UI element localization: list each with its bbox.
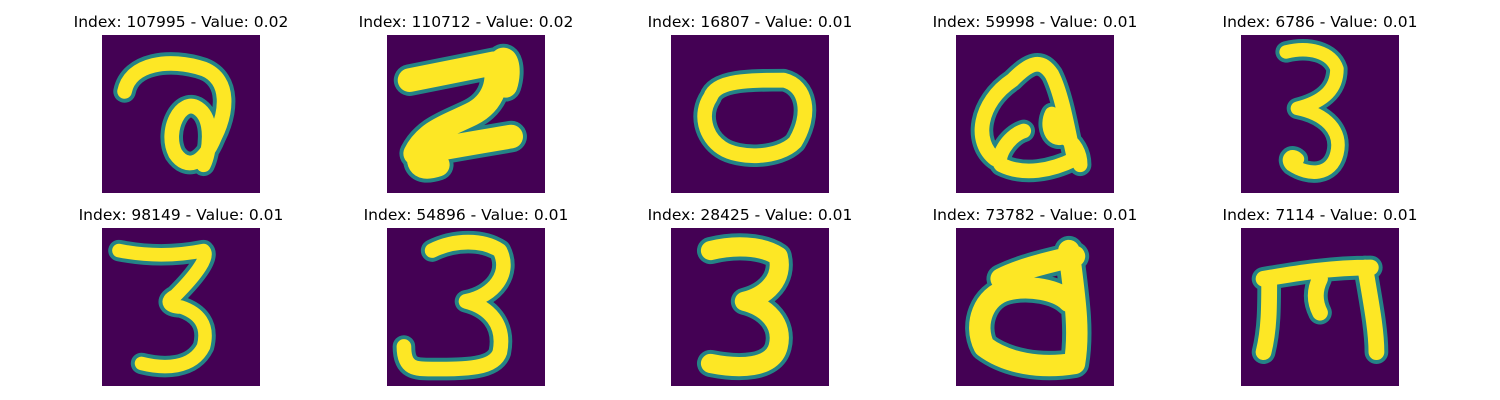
panel-title: Index: 98149 - Value: 0.01: [78, 206, 284, 224]
digit-image: [956, 35, 1114, 193]
stroke-core: [974, 57, 1088, 179]
digit-panel: Index: 59998 - Value: 0.01: [933, 13, 1137, 193]
digit-panel: Index: 73782 - Value: 0.01: [933, 206, 1137, 386]
stroke-core: [697, 72, 813, 163]
stroke-core: [396, 234, 511, 377]
stroke-core: [969, 239, 1088, 377]
digit-image: [671, 35, 829, 193]
digit-image: [1241, 35, 1399, 193]
panel-title: Index: 107995 - Value: 0.02: [73, 13, 289, 31]
stroke-core: [117, 56, 232, 173]
digit-image: [387, 228, 545, 386]
panel-title: Index: 28425 - Value: 0.01: [647, 206, 853, 224]
stroke-core: [397, 47, 523, 179]
digit-panel: Index: 7114 - Value: 0.01: [1223, 206, 1417, 386]
panel-title: Index: 16807 - Value: 0.01: [647, 13, 853, 31]
digit-panel: Index: 28425 - Value: 0.01: [648, 206, 852, 386]
panel-title: Index: 6786 - Value: 0.01: [1222, 13, 1418, 31]
digit-image: [671, 228, 829, 386]
stroke-core: [1255, 259, 1385, 361]
stroke-core: [700, 237, 789, 377]
digit-image: [1241, 228, 1399, 386]
digit-image: [102, 35, 260, 193]
digit-panel: Index: 16807 - Value: 0.01: [648, 13, 852, 193]
digit-panel: Index: 107995 - Value: 0.02: [74, 13, 288, 193]
panel-title: Index: 110712 - Value: 0.02: [358, 13, 574, 31]
digit-image: [387, 35, 545, 193]
panel-title: Index: 7114 - Value: 0.01: [1222, 206, 1418, 224]
panel-title: Index: 59998 - Value: 0.01: [932, 13, 1138, 31]
digit-panel: Index: 54896 - Value: 0.01: [364, 206, 568, 386]
panel-title: Index: 54896 - Value: 0.01: [363, 206, 569, 224]
digit-image: [956, 228, 1114, 386]
stroke-core: [1279, 43, 1345, 179]
digit-panel: Index: 110712 - Value: 0.02: [359, 13, 573, 193]
digit-image: [102, 228, 260, 386]
panel-title: Index: 73782 - Value: 0.01: [932, 206, 1138, 224]
digit-panel: Index: 6786 - Value: 0.01: [1223, 13, 1417, 193]
digit-panel: Index: 98149 - Value: 0.01: [79, 206, 283, 386]
stroke-core: [112, 243, 212, 374]
